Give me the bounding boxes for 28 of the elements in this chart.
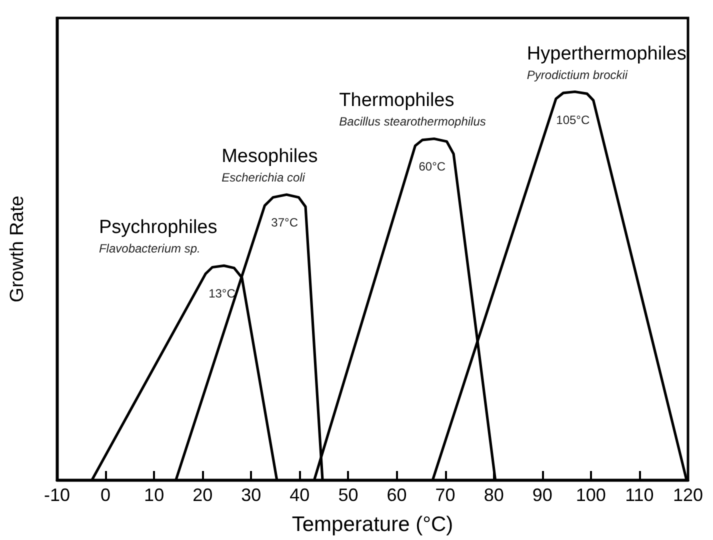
x-tick-label: 80	[484, 485, 504, 505]
series-label: Psychrophiles	[98, 217, 218, 238]
x-tick-label: 10	[144, 485, 164, 505]
x-tick-label: 100	[576, 485, 606, 505]
series-label: Mesophiles	[222, 146, 318, 168]
x-tick-label: 20	[192, 485, 213, 505]
annotation: 60°C	[418, 160, 446, 174]
x-tick-label: 90	[532, 485, 552, 505]
x-axis-title: Temperature (°C)	[292, 513, 454, 536]
annotation: 37°C	[271, 216, 298, 230]
annotation: 105°C	[556, 112, 590, 127]
x-tick-label: -10	[44, 485, 70, 505]
y-axis-title: Growth Rate	[7, 196, 28, 302]
x-tick-label: 120	[672, 485, 704, 505]
annotation: Bacillus stearothermophilus	[339, 114, 486, 129]
series-label: Thermophiles	[339, 90, 454, 112]
x-tick-label: 30	[241, 485, 262, 505]
x-tick-label: 0	[100, 485, 111, 505]
text: Hyperthermophiles	[526, 43, 686, 64]
x-tick-label: 110	[625, 485, 654, 505]
annotation: 13°C	[208, 286, 236, 301]
annotation: Flavobacterium sp.	[98, 242, 200, 256]
annotation: Escherichia coli	[222, 170, 306, 185]
x-tick-label: 60	[386, 485, 407, 505]
x-tick-label: 70	[435, 485, 456, 505]
x-tick-label: 50	[338, 485, 358, 505]
text: Pyrodictium brockii	[526, 68, 628, 82]
x-tick-label: 40	[290, 485, 310, 505]
